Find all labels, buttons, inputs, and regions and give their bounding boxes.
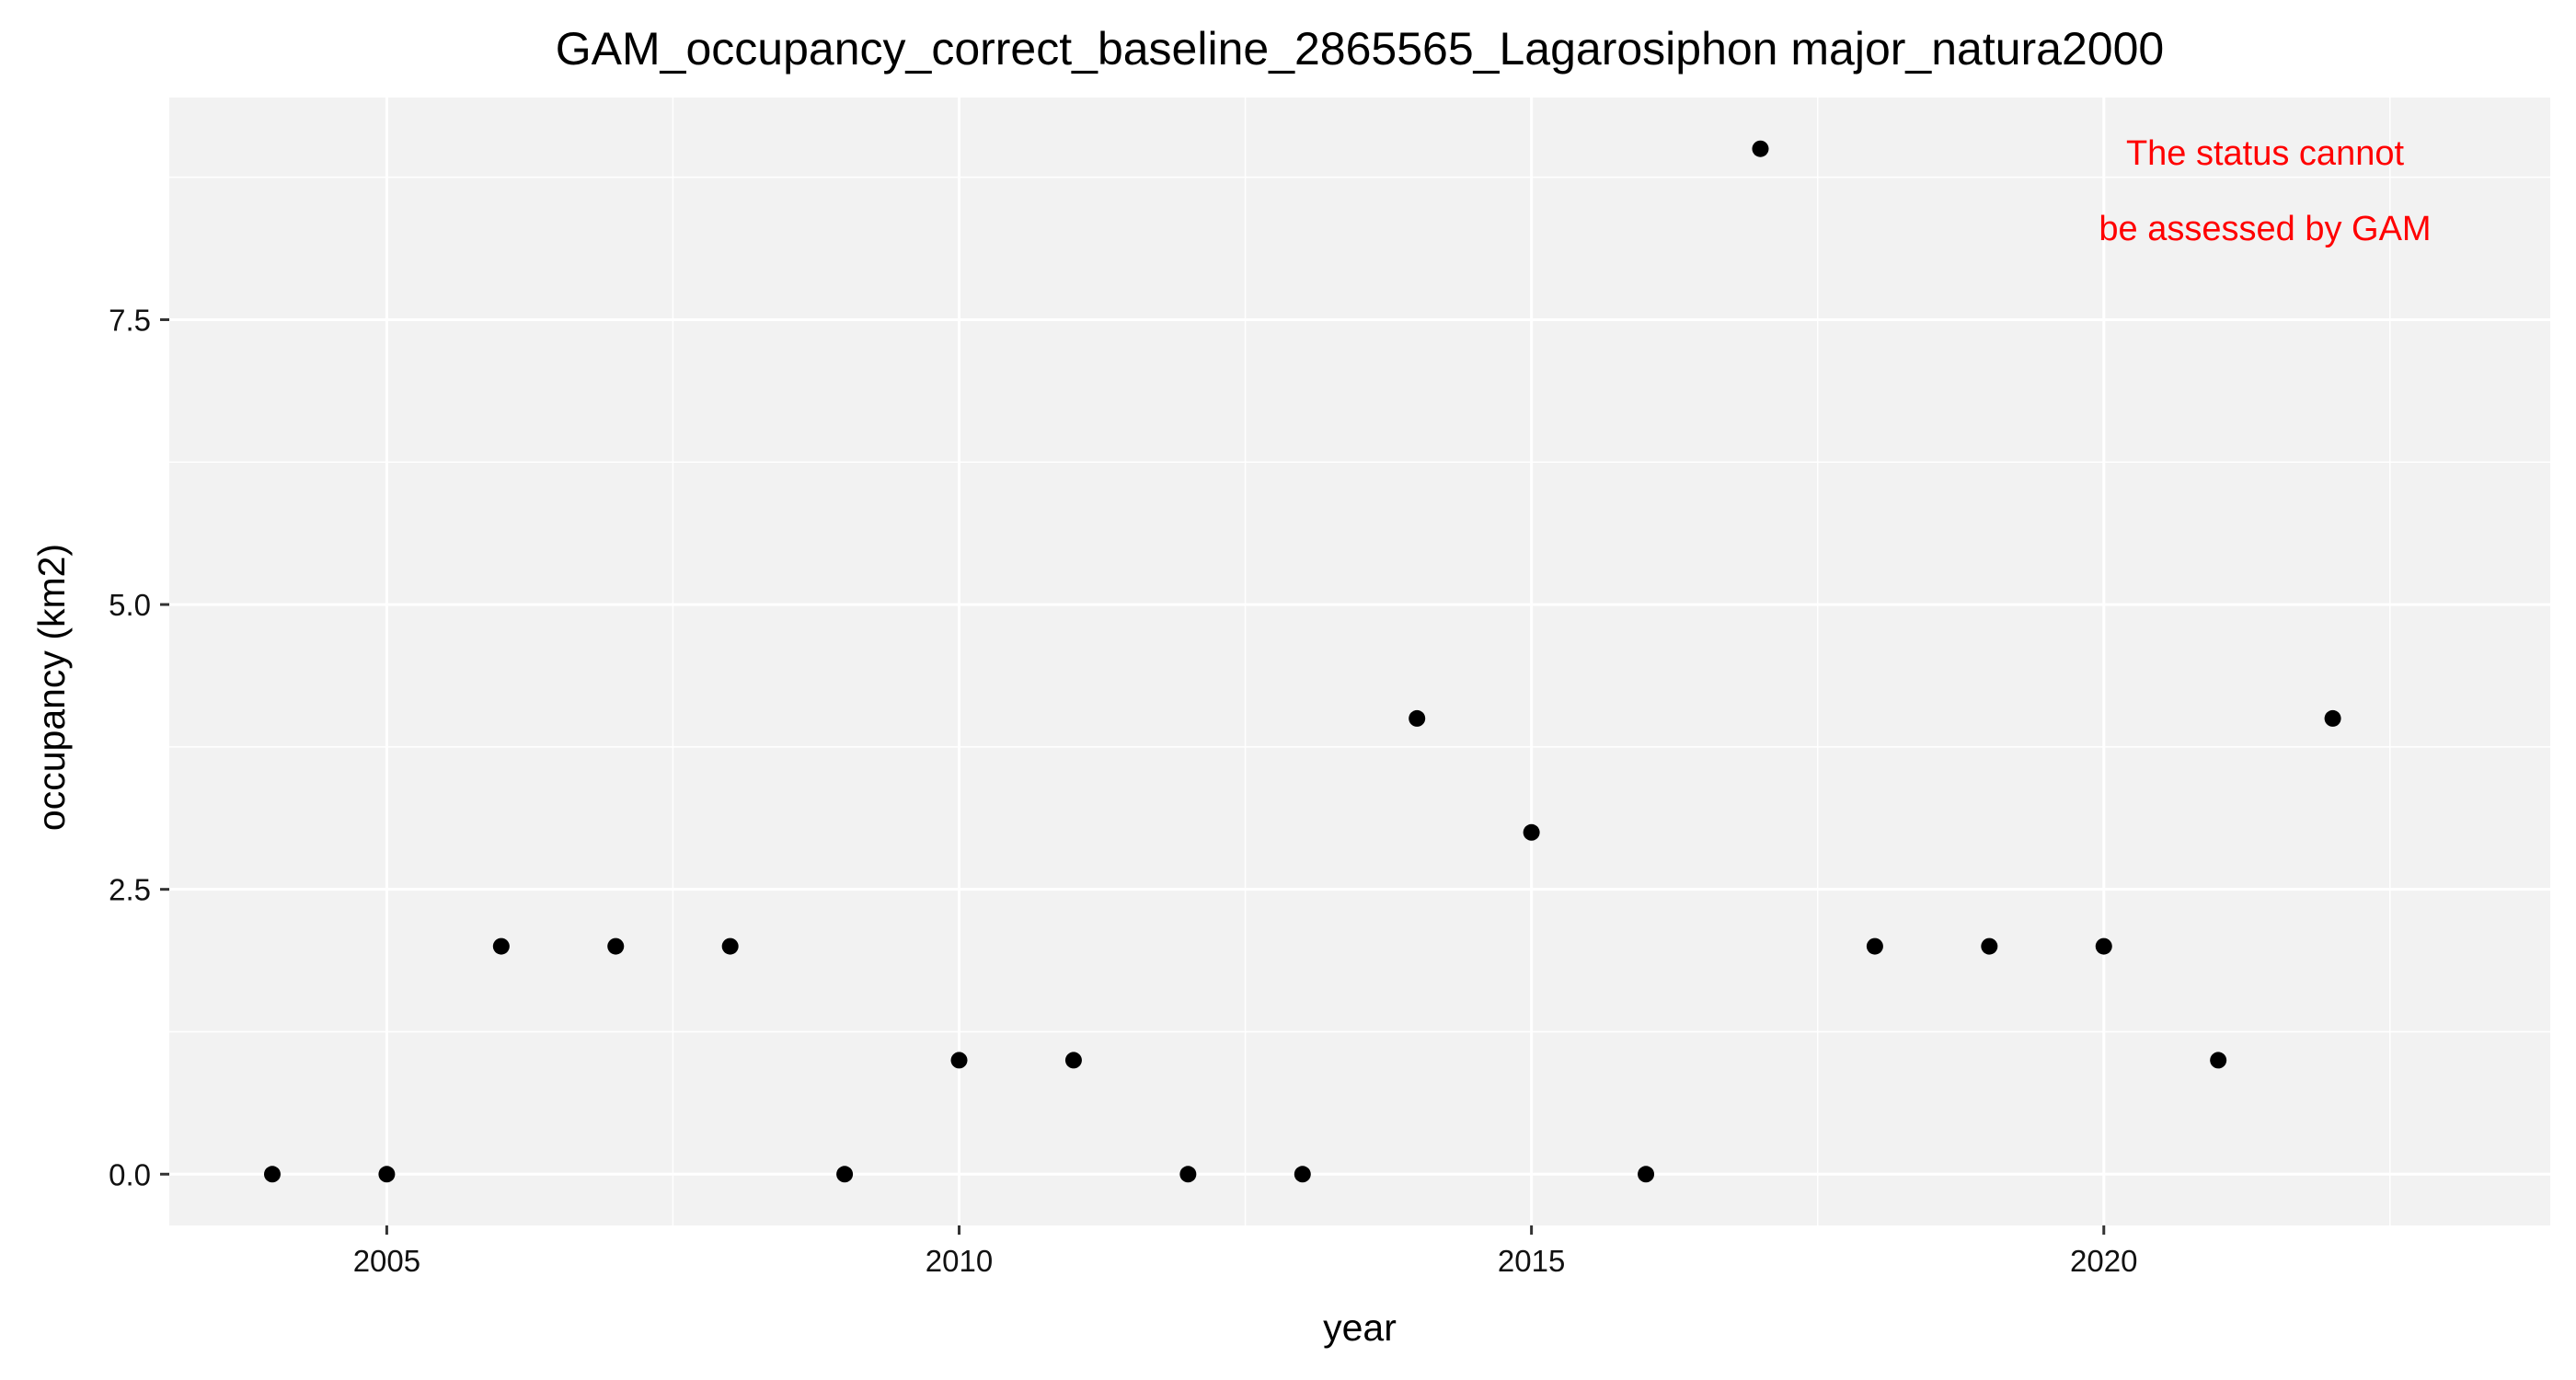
x-tick-label: 2015 [1498, 1244, 1565, 1278]
data-point [1866, 937, 1883, 955]
data-point [263, 1166, 281, 1183]
y-tick-label: 7.5 [109, 303, 151, 337]
data-point [1294, 1166, 1311, 1183]
grid-lines [169, 98, 2550, 1225]
data-point [2210, 1052, 2227, 1069]
data-point [836, 1166, 854, 1183]
data-point [492, 937, 510, 955]
y-axis: 0.0 2.5 5.0 7.5 [109, 303, 169, 1191]
data-point [1752, 140, 1769, 157]
plot-panel [169, 98, 2550, 1225]
data-point [2324, 709, 2341, 727]
data-point [1523, 823, 1540, 841]
y-tick-label: 0.0 [109, 1157, 151, 1191]
status-note: The status cannot be assessed by GAM [2099, 134, 2431, 248]
data-point [1064, 1052, 1082, 1069]
y-tick-label: 2.5 [109, 873, 151, 907]
data-point [1179, 1166, 1197, 1183]
x-axis-title: year [1323, 1306, 1397, 1349]
x-tick-label: 2020 [2070, 1244, 2137, 1278]
data-point [721, 937, 739, 955]
data-point [1981, 937, 1998, 955]
data-point [2095, 937, 2112, 955]
data-point [607, 937, 625, 955]
chart-title: GAM_occupancy_correct_baseline_2865565_L… [556, 23, 2164, 75]
status-note-line: be assessed by GAM [2099, 210, 2431, 248]
data-point [378, 1166, 396, 1183]
x-tick-label: 2005 [353, 1244, 420, 1278]
y-axis-title: occupancy (km2) [30, 544, 73, 831]
data-point [950, 1052, 968, 1069]
data-points [263, 140, 2341, 1183]
x-axis: 2005 2010 2015 2020 [353, 1225, 2137, 1278]
data-point [1638, 1166, 1655, 1183]
data-point [1409, 709, 1426, 727]
status-note-line: The status cannot [2126, 134, 2405, 173]
y-tick-label: 5.0 [109, 588, 151, 622]
x-tick-label: 2010 [926, 1244, 993, 1278]
